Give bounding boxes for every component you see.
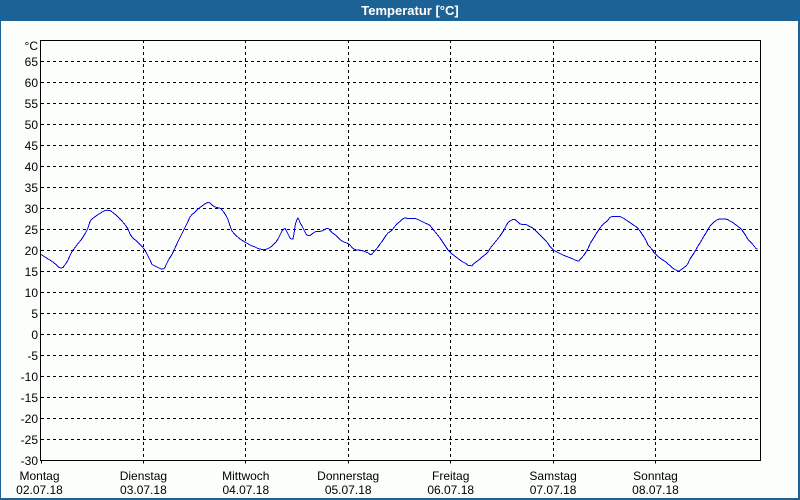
svg-text:04.07.18: 04.07.18 [222,483,269,497]
svg-text:Freitag: Freitag [432,469,469,483]
svg-text:Samstag: Samstag [529,469,576,483]
svg-text:5: 5 [31,307,38,321]
svg-text:05.07.18: 05.07.18 [325,483,372,497]
svg-text:Donnerstag: Donnerstag [317,469,379,483]
svg-text:45: 45 [25,139,39,153]
svg-text:20: 20 [25,244,39,258]
svg-text:55: 55 [25,97,39,111]
svg-text:-15: -15 [21,391,39,405]
svg-text:02.07.18: 02.07.18 [16,483,63,497]
svg-text:0: 0 [31,328,38,342]
svg-text:03.07.18: 03.07.18 [120,483,167,497]
svg-text:40: 40 [25,160,39,174]
svg-text:65: 65 [25,55,39,69]
svg-text:-10: -10 [21,370,39,384]
svg-text:60: 60 [25,76,39,90]
svg-text:07.07.18: 07.07.18 [530,483,577,497]
svg-text:06.07.18: 06.07.18 [427,483,474,497]
svg-text:°C: °C [25,39,39,53]
svg-text:Sonntag: Sonntag [633,469,678,483]
svg-text:-20: -20 [21,412,39,426]
svg-text:15: 15 [25,265,39,279]
svg-text:10: 10 [25,286,39,300]
svg-text:Montag: Montag [19,469,59,483]
svg-text:Dienstag: Dienstag [120,469,167,483]
svg-text:-5: -5 [27,349,38,363]
svg-text:Mittwoch: Mittwoch [222,469,269,483]
svg-text:-30: -30 [21,454,39,468]
svg-text:35: 35 [25,181,39,195]
svg-text:-25: -25 [21,433,39,447]
svg-text:50: 50 [25,118,39,132]
svg-text:30: 30 [25,202,39,216]
svg-text:25: 25 [25,223,39,237]
svg-text:08.07.18: 08.07.18 [632,483,679,497]
